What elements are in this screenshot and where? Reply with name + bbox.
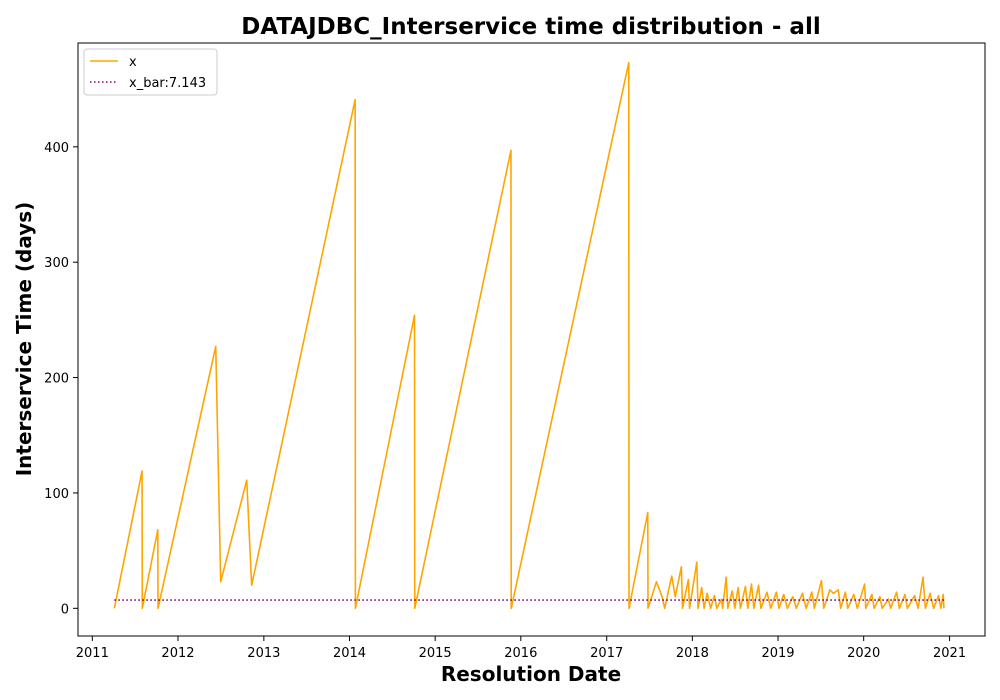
x-tick-label: 2018 [676,646,709,661]
x-tick-label: 2016 [504,646,537,661]
x-tick-label: 2021 [933,646,966,661]
x-axis-label: Resolution Date [441,662,621,686]
series-line-x [113,61,945,610]
plot-area [113,61,945,610]
x-tick-label: 2011 [76,646,109,661]
y-tick-label: 200 [44,372,69,387]
x-tick-label: 2014 [333,646,366,661]
x-tick-label: 2012 [161,646,194,661]
x-tick-label: 2015 [419,646,452,661]
y-axis-label: Interservice Time (days) [12,202,36,477]
plot-frame [77,42,986,637]
y-tick-label: 300 [44,256,69,271]
y-tick-label: 0 [61,602,69,617]
y-tick-label: 400 [44,141,69,156]
legend: x x_bar:7.143 [83,48,218,96]
x-axis-ticks: 2011 2012 2013 2014 2015 2016 2017 2018 2019 2020… [76,636,966,661]
x-tick-label: 2019 [761,646,794,661]
y-tick-label: 100 [44,487,69,502]
legend-label-x: x [129,55,137,70]
legend-label-x-bar: x_bar:7.143 [129,76,206,91]
x-tick-label: 2020 [847,646,880,661]
x-tick-label: 2013 [247,646,280,661]
chart-title: DATAJDBC_Interservice time distribution … [241,14,820,40]
x-tick-label: 2017 [590,646,623,661]
y-axis-ticks: 0 100 200 300 400 [44,141,78,617]
